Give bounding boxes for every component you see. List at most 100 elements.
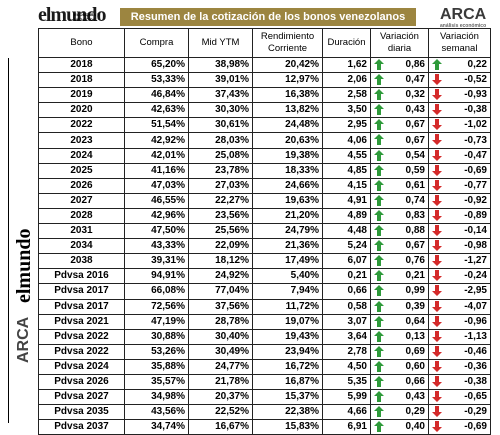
- table-cell: 0,83: [370, 207, 429, 225]
- table-cell: 4,48: [322, 223, 371, 240]
- table-cell: 0,86: [370, 56, 429, 74]
- logo-left: elmundo: [38, 4, 106, 26]
- table-cell: 4,50: [322, 358, 371, 375]
- table-row: Pdvsa 2035 43,56% 22,52% 22,38% 4,66 0,29 -0,2…: [38, 404, 491, 421]
- table-cell: Pdvsa 2021: [38, 313, 125, 330]
- arrow-shape: [374, 59, 384, 70]
- table-cell: 0,47: [370, 72, 429, 89]
- arrow-shape: [374, 225, 384, 237]
- arrow-up: [374, 164, 384, 176]
- arrow-down: [432, 240, 442, 252]
- table-cell: 1,62: [322, 56, 371, 74]
- side-logo-bottom: ARCA: [15, 316, 32, 363]
- table-cell: 2031: [38, 223, 125, 240]
- arrow-up: [374, 300, 384, 312]
- table-row: 2027 46,55% 22,27% 19,63% 4,91 0,74 -0,92: [38, 192, 491, 209]
- table-cell: 15,37%: [252, 389, 323, 406]
- arrow-up: [374, 119, 384, 131]
- table-cell: 0,39: [370, 298, 429, 315]
- table-cell: 2018: [38, 56, 125, 74]
- table-cell: 18,33%: [252, 162, 323, 179]
- table-cell: -0,65: [428, 389, 491, 406]
- table-cell: 0,43: [370, 102, 429, 119]
- table-row: Pdvsa 2017 72,56% 37,56% 11,72% 0,58 0,39 -4,0…: [38, 298, 491, 315]
- table-cell: 11,72%: [252, 298, 323, 315]
- table-cell: 19,43%: [252, 328, 323, 345]
- arrow-shape: [374, 134, 384, 146]
- table-cell: 13,82%: [252, 102, 323, 119]
- table-cell: 43,33%: [124, 238, 189, 255]
- table-cell: -0,29: [428, 404, 491, 421]
- table-cell: 72,56%: [124, 298, 189, 315]
- table-row: 2018 53,33% 39,01% 12,97% 2,06 0,47 -0,52: [38, 72, 491, 89]
- table-cell: Pdvsa 2037: [38, 419, 125, 435]
- table-cell: 53,33%: [124, 72, 189, 89]
- table-cell: 23,78%: [188, 162, 253, 179]
- table-cell: 30,88%: [124, 328, 189, 345]
- table-cell: 4,15: [322, 177, 371, 194]
- arrow-shape: [432, 59, 442, 70]
- table-cell: -0,46: [428, 343, 491, 360]
- arrow-shape: [374, 89, 384, 101]
- arrow-up: [374, 104, 384, 116]
- table-cell: -0,24: [428, 268, 491, 285]
- arrow-shape: [374, 240, 384, 252]
- table-cell: 21,78%: [188, 373, 253, 391]
- table-cell: 23,56%: [188, 207, 253, 225]
- table-cell: Pdvsa 2017: [38, 298, 125, 315]
- arrow-shape: [374, 300, 384, 312]
- arrow-shape: [432, 315, 442, 327]
- table-cell: -0,89: [428, 207, 491, 225]
- table-cell: Pdvsa 2016: [38, 268, 125, 285]
- table-cell: 19,38%: [252, 147, 323, 164]
- table-cell: 0,76: [370, 253, 429, 270]
- table-cell: 0,54: [370, 147, 429, 164]
- table-cell: 42,63%: [124, 102, 189, 119]
- table-cell: 2022: [38, 117, 125, 134]
- arrow-down: [432, 391, 442, 403]
- table-row: 2022 51,54% 30,61% 24,48% 2,95 0,67 -1,02: [38, 117, 491, 134]
- table-row: 2038 39,31% 18,12% 17,49% 6,07 0,76 -1,27: [38, 253, 491, 270]
- arrow-shape: [432, 255, 442, 267]
- table-row: 2023 42,92% 28,03% 20,63% 4,06 0,67 -0,73: [38, 132, 491, 149]
- table-cell: 2028: [38, 207, 125, 225]
- table-cell: 0,67: [370, 117, 429, 134]
- arrow-shape: [432, 300, 442, 312]
- table-row: Pdvsa 2016 94,91% 24,92% 5,40% 0,21 0,21 -0,24: [38, 268, 491, 285]
- table-cell: 22,09%: [188, 238, 253, 255]
- arrow-shape: [432, 375, 442, 387]
- table-cell: 30,49%: [188, 343, 253, 360]
- table-cell: 43,56%: [124, 404, 189, 421]
- table-cell: 94,91%: [124, 268, 189, 285]
- arrow-shape: [432, 194, 442, 206]
- arrow-up: [374, 209, 384, 221]
- arrow-shape: [432, 149, 442, 161]
- arrow-shape: [374, 179, 384, 191]
- table-cell: 2020: [38, 102, 125, 119]
- side-logo-top: elmundo: [13, 228, 35, 303]
- arrow-down: [432, 134, 442, 146]
- column-header: Variación diaria: [370, 28, 429, 58]
- arrow-down: [432, 149, 442, 161]
- table-cell: 0,43: [370, 389, 429, 406]
- table-cell: 3,64: [322, 328, 371, 345]
- table-cell: -0,92: [428, 192, 491, 209]
- arrow-down: [432, 164, 442, 176]
- arrow-up: [374, 360, 384, 372]
- table-cell: 19,07%: [252, 313, 323, 330]
- table-cell: 39,31%: [124, 253, 189, 270]
- arrow-shape: [374, 421, 384, 433]
- table-row: Pdvsa 2024 35,88% 24,77% 16,72% 4,50 0,60 -0,3…: [38, 358, 491, 375]
- arrow-up: [374, 179, 384, 191]
- table-cell: -0,52: [428, 72, 491, 89]
- table-cell: 0,61: [370, 177, 429, 194]
- table-cell: 24,66%: [252, 177, 323, 194]
- arrow-up: [374, 375, 384, 387]
- arrow-down: [432, 270, 442, 282]
- arrow-shape: [432, 406, 442, 418]
- table-cell: Pdvsa 2017: [38, 283, 125, 300]
- arrow-shape: [432, 330, 442, 342]
- arrow-shape: [432, 74, 442, 86]
- arrow-shape: [432, 360, 442, 372]
- table-row: 2028 42,96% 23,56% 21,20% 4,89 0,83 -0,89: [38, 207, 491, 225]
